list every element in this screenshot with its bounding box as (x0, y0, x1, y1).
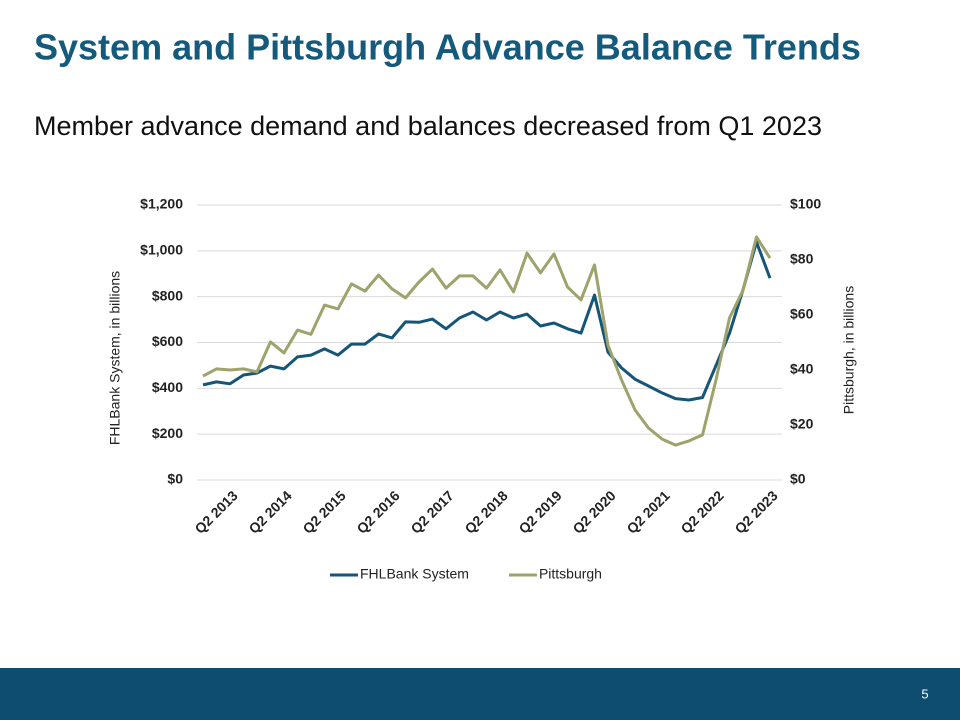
y2-tick-label: $40 (790, 361, 814, 377)
x-tick-label: Q2 2016 (353, 487, 402, 536)
y2-tick-label: $0 (790, 471, 806, 487)
x-tick-label: Q2 2017 (407, 487, 456, 536)
y-tick-label: $1,000 (140, 242, 183, 258)
x-tick-label: Q2 2021 (623, 487, 672, 536)
y2-tick-label: $60 (790, 306, 814, 322)
x-tick-label: Q2 2023 (731, 487, 780, 536)
x-tick-label: Q2 2015 (299, 487, 348, 536)
y-tick-label: $200 (152, 425, 183, 441)
x-tick-label: Q2 2022 (677, 487, 726, 536)
y2-axis-title: Pittsburgh, in billions (841, 286, 857, 414)
y-tick-label: $0 (167, 471, 183, 487)
y-tick-label: $400 (152, 379, 183, 395)
footer-bar (0, 668, 960, 720)
slide-title: System and Pittsburgh Advance Balance Tr… (34, 27, 861, 68)
x-tick-label: Q2 2020 (569, 487, 618, 536)
y-axis-title: FHLBank System, in billions (107, 271, 123, 445)
page-number: 5 (921, 686, 928, 701)
x-tick-label: Q2 2019 (515, 487, 564, 536)
y2-tick-label: $100 (790, 196, 821, 212)
y2-tick-label: $80 (790, 251, 814, 267)
legend-label: FHLBank System (360, 566, 469, 582)
slide-subtitle: Member advance demand and balances decre… (34, 111, 822, 141)
y-tick-label: $800 (152, 287, 183, 303)
x-tick-label: Q2 2013 (191, 487, 240, 536)
legend-label: Pittsburgh (539, 566, 602, 582)
series-line (202, 240, 772, 402)
x-tick-label: Q2 2018 (461, 487, 510, 536)
x-tick-label: Q2 2014 (245, 487, 294, 536)
y2-tick-label: $20 (790, 416, 814, 432)
y-tick-label: $1,200 (140, 196, 183, 212)
y-tick-label: $600 (152, 333, 183, 349)
series-line (202, 235, 772, 447)
